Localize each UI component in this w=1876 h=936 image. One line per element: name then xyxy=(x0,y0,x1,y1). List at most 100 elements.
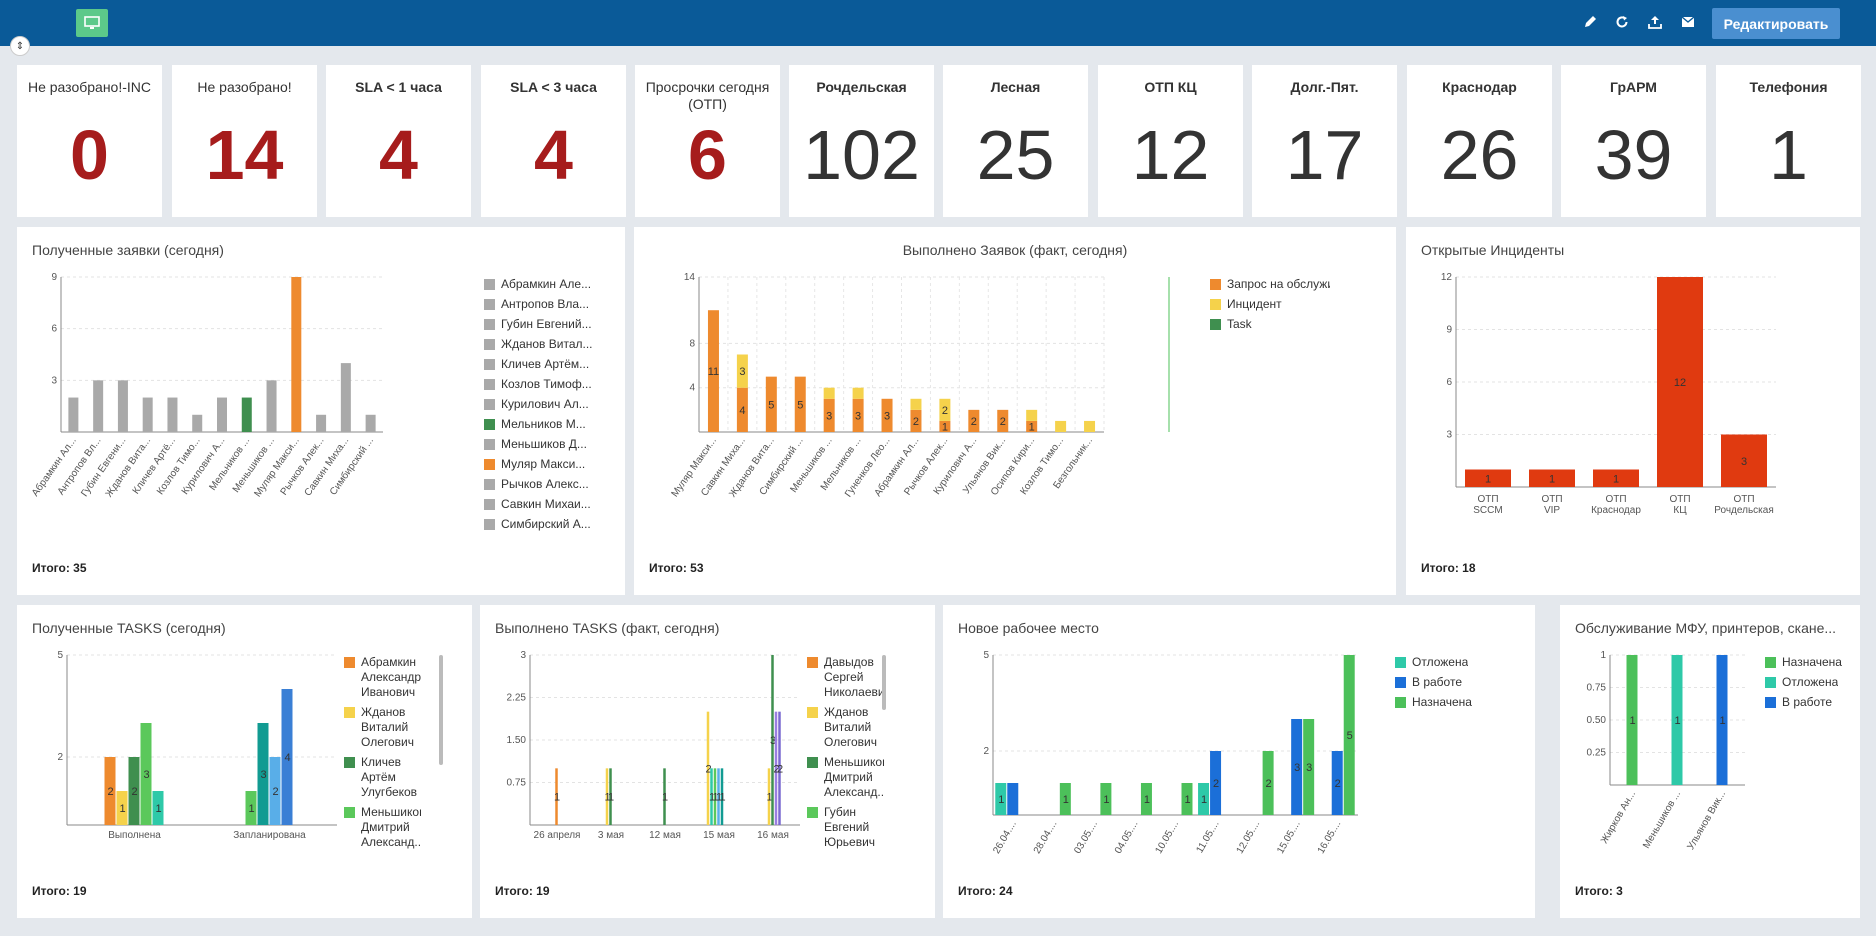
chart-bar[interactable] xyxy=(152,791,164,825)
legend-item[interactable]: Антропов Вла... xyxy=(484,297,599,312)
chart-bar[interactable] xyxy=(316,414,327,432)
chart-bar[interactable] xyxy=(1331,751,1343,815)
kpi-tile[interactable]: SLA < 1 часа 4 xyxy=(326,65,471,217)
chart-bar[interactable] xyxy=(104,757,116,825)
legend-item[interactable]: Отложена xyxy=(1395,655,1515,670)
chart-bar[interactable] xyxy=(1262,751,1274,815)
legend-item[interactable]: Меньшиков Д... xyxy=(484,437,599,452)
kpi-tile[interactable]: Телефония 1 xyxy=(1716,65,1861,217)
chart-bar[interactable] xyxy=(1716,655,1728,785)
legend-item[interactable]: Запрос на обслуживание xyxy=(1210,277,1330,292)
kpi-tile[interactable]: Лесная 25 xyxy=(943,65,1088,217)
chart-bar[interactable] xyxy=(192,414,203,432)
chart-bar[interactable] xyxy=(720,768,724,825)
legend-item[interactable]: Кличев Артём... xyxy=(484,357,599,372)
kpi-tile[interactable]: ОТП КЦ 12 xyxy=(1098,65,1243,217)
chart-bar[interactable] xyxy=(128,757,140,825)
edit-icon[interactable] xyxy=(1581,13,1599,31)
chart-bar[interactable] xyxy=(713,768,717,825)
chart-bar[interactable] xyxy=(968,409,980,432)
legend-item[interactable]: Мельников М... xyxy=(484,417,599,432)
chart-bar[interactable] xyxy=(1059,783,1071,815)
chart-bar[interactable] xyxy=(68,397,79,432)
chart-bar[interactable] xyxy=(140,723,152,825)
chart-bar[interactable] xyxy=(765,376,777,432)
chart-bar[interactable] xyxy=(167,397,178,432)
monitor-icon[interactable] xyxy=(76,9,108,37)
chart-bar[interactable] xyxy=(1721,434,1767,488)
chart-bar[interactable] xyxy=(1055,420,1067,432)
chart-bar[interactable] xyxy=(340,363,351,432)
chart-bar[interactable] xyxy=(717,768,720,825)
chart-bar[interactable] xyxy=(707,310,719,432)
chart-bar[interactable] xyxy=(1026,420,1038,432)
chart-bar[interactable] xyxy=(778,711,781,825)
chart-bar[interactable] xyxy=(823,398,835,432)
legend-item[interactable]: Меньшиков Дмитрий Александ... xyxy=(807,755,907,800)
chart-bar[interactable] xyxy=(910,398,922,410)
edit-button[interactable]: Редактировать xyxy=(1712,8,1840,39)
legend-item[interactable]: Савкин Михаи... xyxy=(484,497,599,512)
chart-bar[interactable] xyxy=(881,398,893,432)
chart-bar[interactable] xyxy=(1181,783,1193,815)
chart-bar[interactable] xyxy=(939,398,951,421)
chart-bar[interactable] xyxy=(269,757,281,825)
chart-bar[interactable] xyxy=(142,397,153,432)
legend-scrollbar[interactable] xyxy=(882,655,886,710)
legend-item[interactable]: Инцидент xyxy=(1210,297,1330,312)
kpi-tile[interactable]: Краснодар 26 xyxy=(1407,65,1552,217)
legend-scrollbar[interactable] xyxy=(439,655,443,765)
kpi-tile[interactable]: Не разобрано!-INC 0 xyxy=(17,65,162,217)
legend-item[interactable]: Абрамкин Александр Иванович xyxy=(344,655,444,700)
chart-bar[interactable] xyxy=(1140,783,1152,815)
mail-icon[interactable] xyxy=(1679,13,1697,31)
legend-item[interactable]: Губин Евгений Юрьевич xyxy=(807,805,907,850)
chart-bar[interactable] xyxy=(710,768,713,825)
legend-item[interactable]: Жданов Витал... xyxy=(484,337,599,352)
kpi-tile[interactable]: SLA < 3 часа 4 xyxy=(481,65,626,217)
kpi-tile[interactable]: Рочдельская 102 xyxy=(789,65,934,217)
kpi-tile[interactable]: Просрочки сегодня (ОТП) 6 xyxy=(635,65,780,217)
chart-bar[interactable] xyxy=(1465,469,1511,488)
chart-bar[interactable] xyxy=(365,414,376,432)
chart-bar[interactable] xyxy=(736,354,748,388)
legend-item[interactable]: Отложена xyxy=(1765,675,1855,690)
chart-bar[interactable] xyxy=(1343,655,1355,815)
chart-bar[interactable] xyxy=(1210,751,1222,815)
chart-bar[interactable] xyxy=(823,387,835,399)
chart-bar[interactable] xyxy=(1529,469,1575,488)
chart-bar[interactable] xyxy=(663,768,666,825)
legend-item[interactable]: Назначена xyxy=(1395,695,1515,710)
chart-bar[interactable] xyxy=(241,397,252,432)
legend-item[interactable]: Козлов Тимоф... xyxy=(484,377,599,392)
chart-bar[interactable] xyxy=(1007,783,1019,815)
chart-bar[interactable] xyxy=(93,380,104,432)
chart-bar[interactable] xyxy=(116,791,128,825)
chart-bar[interactable] xyxy=(1303,719,1315,815)
chart-bar[interactable] xyxy=(257,723,269,825)
chart-bar[interactable] xyxy=(245,791,257,825)
legend-item[interactable]: Симбирский А... xyxy=(484,517,599,532)
chart-bar[interactable] xyxy=(771,655,774,825)
chart-bar[interactable] xyxy=(1593,469,1639,488)
legend-item[interactable]: Жданов Виталий Олегович xyxy=(807,705,907,750)
chart-bar[interactable] xyxy=(736,387,748,432)
chart-bar[interactable] xyxy=(1198,783,1210,815)
chart-bar[interactable] xyxy=(281,689,293,825)
legend-item[interactable]: Курилович Ал... xyxy=(484,397,599,412)
chart-bar[interactable] xyxy=(1626,655,1638,785)
export-icon[interactable] xyxy=(1646,13,1664,31)
chart-bar[interactable] xyxy=(774,711,778,825)
chart-bar[interactable] xyxy=(1657,277,1703,487)
chart-bar[interactable] xyxy=(910,409,922,432)
legend-item[interactable]: Губин Евгений... xyxy=(484,317,599,332)
kpi-tile[interactable]: Долг.-Пят. 17 xyxy=(1252,65,1397,217)
chart-bar[interactable] xyxy=(939,420,951,432)
chart-bar[interactable] xyxy=(706,711,710,825)
legend-item[interactable]: Task xyxy=(1210,317,1330,332)
chart-bar[interactable] xyxy=(794,376,806,432)
chart-bar[interactable] xyxy=(997,409,1009,432)
chart-bar[interactable] xyxy=(1671,655,1683,785)
chart-bar[interactable] xyxy=(605,768,609,825)
chart-bar[interactable] xyxy=(852,387,864,399)
